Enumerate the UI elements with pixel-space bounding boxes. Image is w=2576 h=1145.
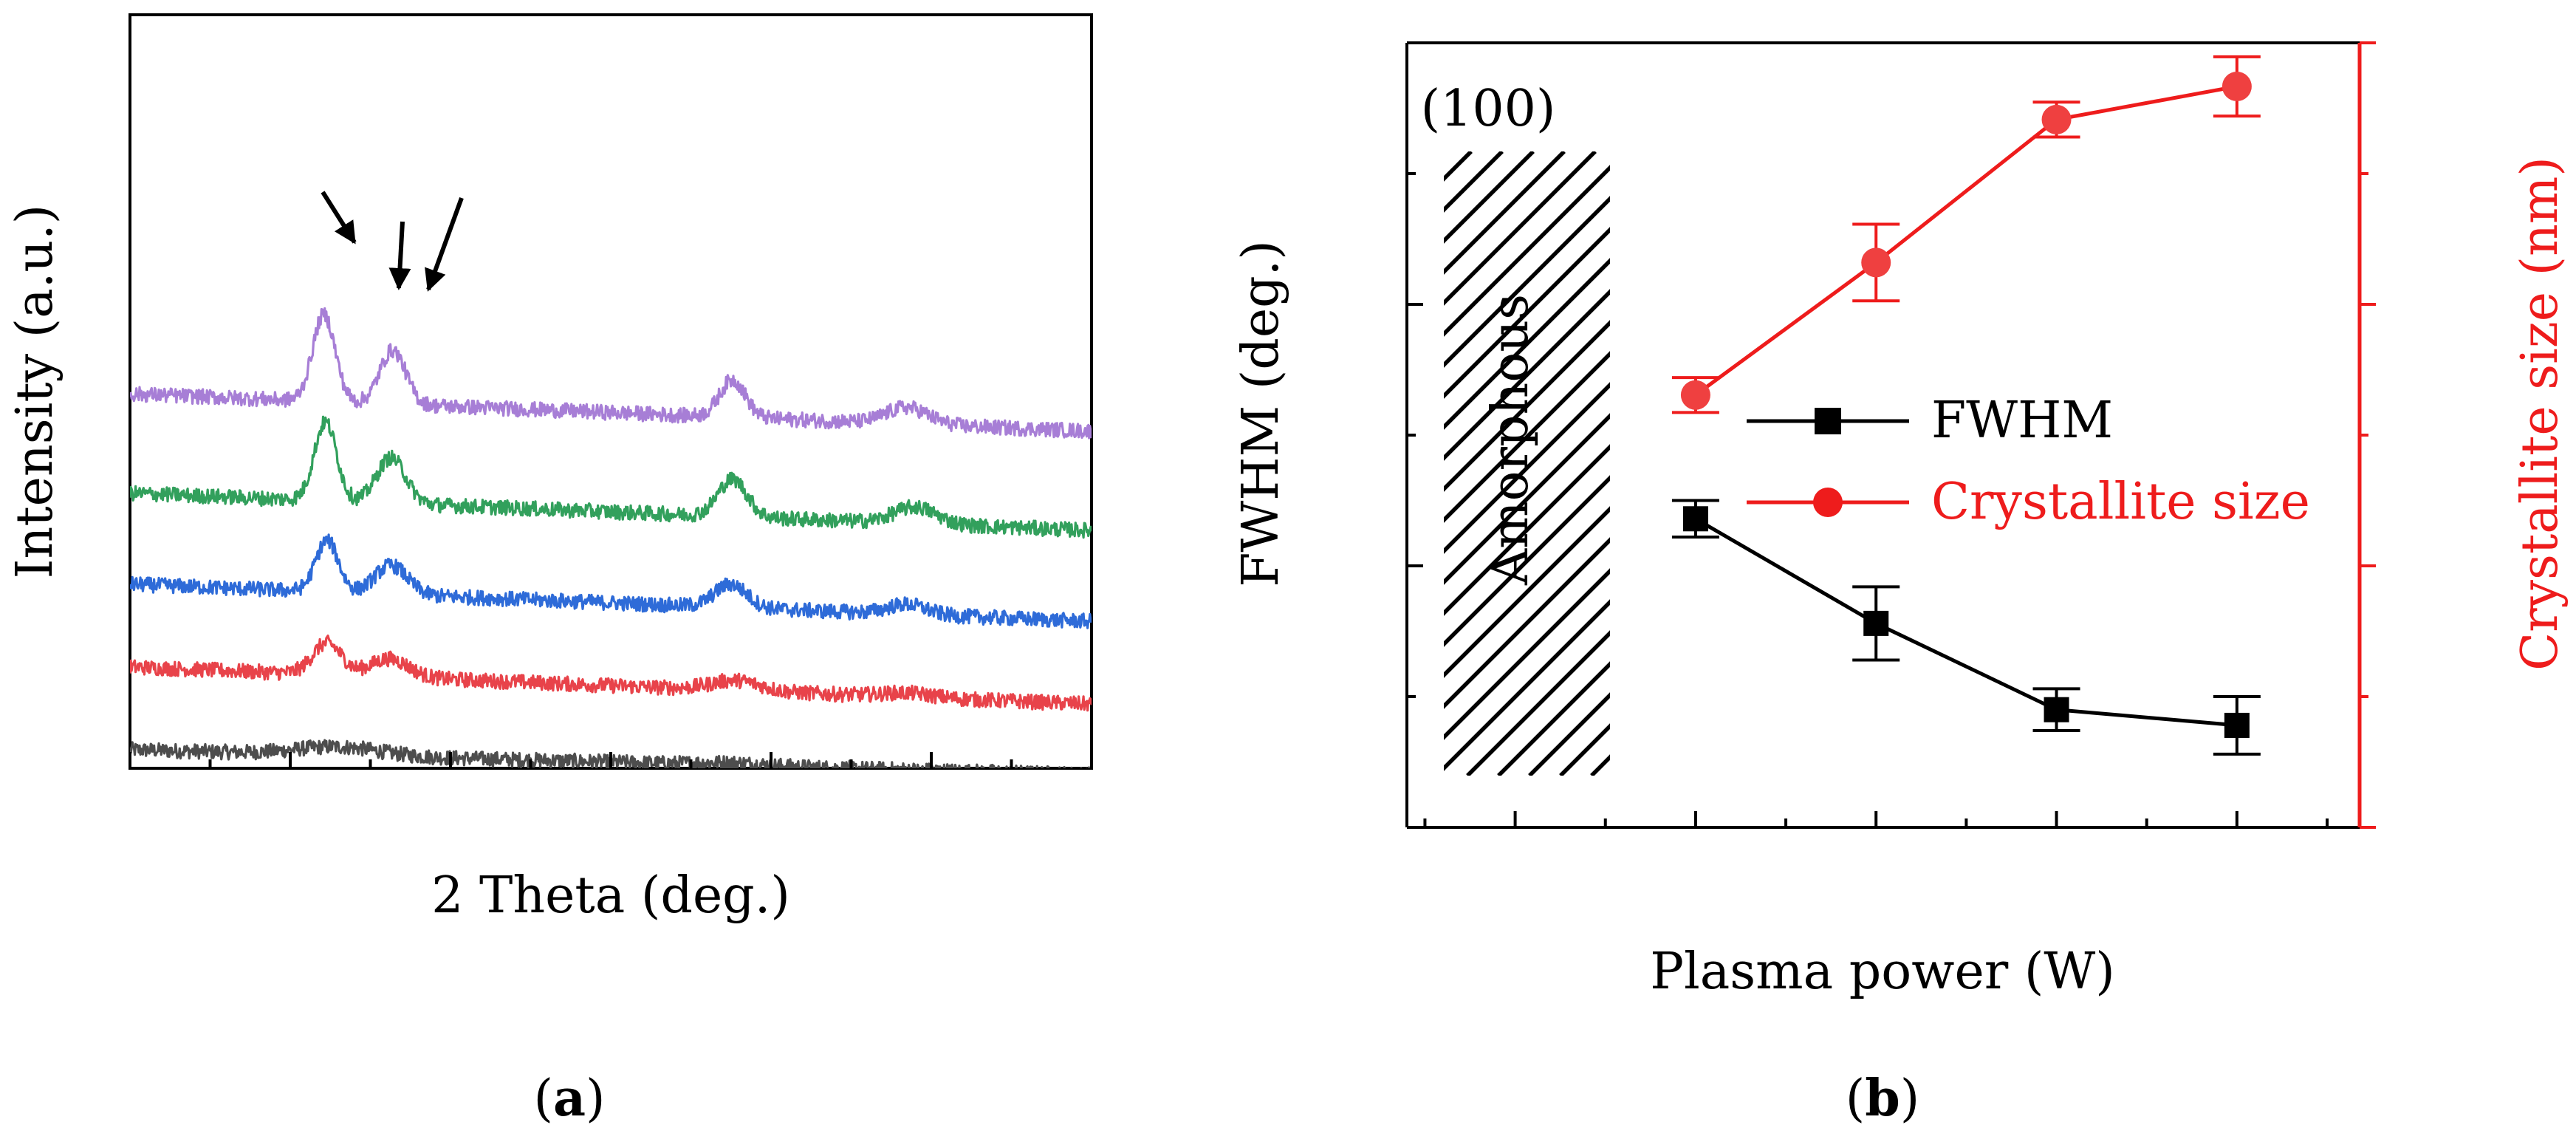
panel-a-annotations <box>321 191 464 292</box>
series-crystallite-size-point-3000 <box>2222 72 2252 101</box>
panel-a-y-axis-title: Intensity (a.u.) <box>6 205 64 579</box>
panel-b-x-axis-title: Plasma power (W) <box>1650 943 2115 1001</box>
hatch-line <box>1559 723 1610 776</box>
panel-a-x-axis <box>129 752 1093 768</box>
panel-b-left-y-axis-title: FWHM (deg.) <box>1232 240 1290 587</box>
panel-b-axes <box>1405 41 2376 829</box>
hatch-line <box>1497 661 1610 776</box>
series-crystallite-size-point-2750 <box>2041 104 2072 134</box>
series-fwhm-point-2250 <box>1682 506 1708 532</box>
series-line-3000w <box>130 307 1092 440</box>
hatch-line <box>1444 151 1597 306</box>
panel-b-amorphous-peak-label: (100) <box>1421 80 1556 138</box>
legend-marker-fwhm <box>1815 408 1841 434</box>
hatch-line <box>1444 151 1473 182</box>
hatch-line <box>1444 165 1610 337</box>
hatch-line <box>1444 444 1610 616</box>
panel-b-label: (b) <box>1846 1069 1920 1128</box>
legend-label-crystallite: Crystallite size <box>1931 473 2310 531</box>
panel-a-series-group <box>130 307 1092 768</box>
series-line-2750w <box>130 415 1092 539</box>
hatch-line <box>816 151 1440 776</box>
hatch-line <box>1444 506 1610 678</box>
series-fwhm-point-3000 <box>2224 712 2250 738</box>
hatch-line <box>1444 413 1610 585</box>
peak-arrow-100 <box>321 191 357 245</box>
series-fwhm-point-2750 <box>2044 697 2069 722</box>
panel-b-amorphous-hatching <box>816 151 2247 776</box>
panel-a-label: (a) <box>533 1069 605 1128</box>
hatch-line <box>1444 599 1610 771</box>
hatch-line <box>1623 151 2247 776</box>
peak-arrow-101 <box>425 196 464 292</box>
hatch-line <box>1444 320 1610 492</box>
series-crystallite-size-point-2500 <box>1861 247 1891 278</box>
hatch-line <box>1444 196 1610 368</box>
hatch-line <box>1444 351 1610 523</box>
hatch-line <box>1590 754 1610 776</box>
hatch-line <box>1444 227 1610 399</box>
legend-label-fwhm: FWHM <box>1931 392 2113 450</box>
series-fwhm-line <box>1694 517 2238 728</box>
hatch-line <box>1444 151 1566 275</box>
panel-b-fwhm-chart: (100) Amorphous FWHM Crystallite size Pl… <box>816 41 2569 1128</box>
hatch-line <box>1444 537 1610 709</box>
series-line-2500w <box>130 533 1092 629</box>
legend-marker-crystallite <box>1813 488 1843 517</box>
series-crystallite-size-point-2250 <box>1680 380 1710 410</box>
hatch-line <box>1444 568 1610 740</box>
hatch-line <box>1528 692 1610 776</box>
hatch-line <box>1466 630 1610 776</box>
series-fwhm-point-2500 <box>1863 610 1889 636</box>
panel-a-x-axis-title: 2 Theta (deg.) <box>431 867 790 925</box>
panel-b-amorphous-label: Amorphous <box>1481 294 1540 586</box>
series-line-2250w <box>130 635 1092 712</box>
hatch-line <box>1444 289 1610 461</box>
hatch-line <box>1444 382 1610 554</box>
peak-arrow-002 <box>388 221 411 290</box>
hatch-line <box>1444 151 1504 213</box>
panel-b-legend: FWHM Crystallite size <box>1747 392 2310 531</box>
panel-b-right-y-axis-title: Crystallite size (nm) <box>2511 157 2569 671</box>
series-crystallite-size-line <box>1694 84 2238 397</box>
panel-b-series-group <box>1671 55 2261 756</box>
hatch-line <box>1444 151 1535 244</box>
panel-a-xrd-chart: 2 Theta (deg.) Intensity (a.u.) (a) <box>6 13 1093 1128</box>
